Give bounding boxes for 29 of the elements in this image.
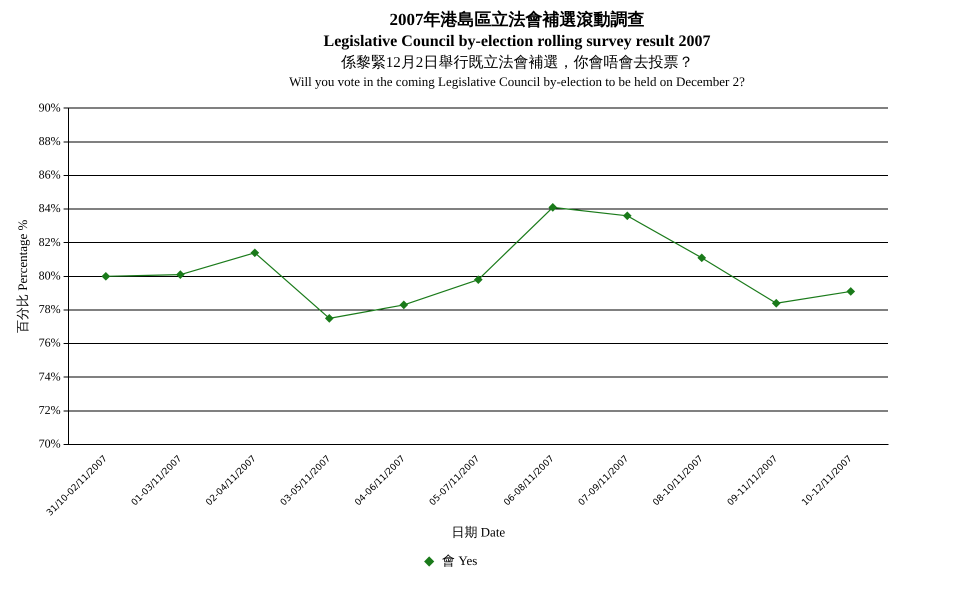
point xyxy=(250,248,259,257)
y-tick-label: 90% xyxy=(38,100,61,114)
point xyxy=(623,212,632,220)
y-tick-label: 80% xyxy=(38,268,61,282)
chart-title: 2007年港島區立法會補選滾動調查 xyxy=(388,9,646,31)
y-tick-label: 76% xyxy=(38,336,61,350)
y-axis-title: 百分比 Percentage % xyxy=(15,219,30,334)
point xyxy=(176,270,184,279)
y-tick-label: 70% xyxy=(38,436,61,451)
y-tick-label: 86% xyxy=(38,168,61,182)
point xyxy=(772,299,780,308)
point xyxy=(325,314,334,322)
y-tick-label: 88% xyxy=(38,134,61,148)
point xyxy=(548,203,557,212)
x-axis-title: 日期 Date xyxy=(451,524,506,540)
y-tick-label: 84% xyxy=(38,201,61,216)
point xyxy=(400,300,408,310)
point xyxy=(698,254,706,262)
point xyxy=(102,272,110,280)
y-tick-label: 72% xyxy=(38,402,61,417)
text: 係黎緊12月2日舉行既立法會補選，你會唔會去投票？ xyxy=(340,53,694,72)
point xyxy=(474,276,482,284)
point xyxy=(846,287,855,296)
text: Will you vote in the coming Legislative Council by-election to be held on December 2? xyxy=(288,74,746,90)
y-tick-label: 82% xyxy=(38,234,61,249)
chart-subtitle: Legislative Council by-election rolling survey result 2007 xyxy=(322,33,712,51)
legend-label: 會 Yes xyxy=(442,552,478,568)
y-tick-label: 78% xyxy=(38,302,61,316)
y-tick-label: 74% xyxy=(38,369,61,384)
